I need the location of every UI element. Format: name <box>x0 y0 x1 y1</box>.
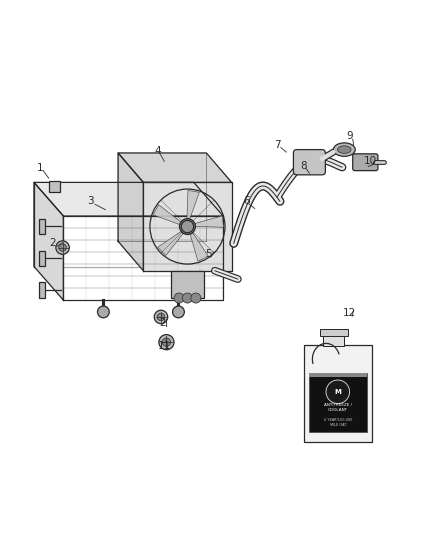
Text: 4: 4 <box>155 146 161 156</box>
Circle shape <box>182 293 193 303</box>
Text: 5 YEAR/150,000
MILE OAT: 5 YEAR/150,000 MILE OAT <box>324 418 352 426</box>
Text: 2: 2 <box>49 238 56 248</box>
Polygon shape <box>158 232 183 255</box>
Circle shape <box>159 335 174 350</box>
Circle shape <box>154 310 168 324</box>
Text: 2: 2 <box>159 318 166 328</box>
Polygon shape <box>34 182 64 300</box>
Polygon shape <box>195 216 224 227</box>
Bar <box>308 373 367 432</box>
Circle shape <box>180 219 195 235</box>
Text: M: M <box>334 389 341 395</box>
Polygon shape <box>34 182 223 216</box>
Text: 11: 11 <box>158 342 171 351</box>
Bar <box>39 219 45 233</box>
Bar <box>39 282 45 297</box>
Text: 3: 3 <box>88 196 94 206</box>
Circle shape <box>59 244 67 252</box>
FancyBboxPatch shape <box>353 154 378 171</box>
Circle shape <box>173 306 184 318</box>
Circle shape <box>191 293 201 303</box>
Text: 1: 1 <box>37 163 44 173</box>
Circle shape <box>174 293 184 303</box>
Text: 7: 7 <box>275 140 281 150</box>
Polygon shape <box>153 205 180 224</box>
FancyBboxPatch shape <box>49 181 60 192</box>
Bar <box>320 329 348 336</box>
Polygon shape <box>190 233 208 261</box>
Circle shape <box>157 313 165 321</box>
Polygon shape <box>118 153 143 271</box>
FancyBboxPatch shape <box>304 345 371 442</box>
Bar <box>308 373 367 377</box>
Text: 5: 5 <box>205 249 212 259</box>
Bar <box>171 271 204 298</box>
Text: 12: 12 <box>343 308 356 318</box>
Circle shape <box>98 306 109 318</box>
Text: 10: 10 <box>364 156 377 166</box>
Ellipse shape <box>333 143 355 156</box>
Polygon shape <box>143 182 232 271</box>
Bar <box>323 335 344 346</box>
Text: 9: 9 <box>346 131 353 141</box>
FancyBboxPatch shape <box>293 150 325 175</box>
Circle shape <box>326 380 350 403</box>
Bar <box>39 251 45 265</box>
Circle shape <box>162 338 171 346</box>
Text: 6: 6 <box>243 196 250 206</box>
Ellipse shape <box>338 146 351 154</box>
Circle shape <box>56 241 69 254</box>
Text: ANTIFREEZE /
COOLANT: ANTIFREEZE / COOLANT <box>324 403 352 413</box>
Circle shape <box>181 220 194 233</box>
Polygon shape <box>118 153 232 182</box>
Polygon shape <box>187 190 199 219</box>
Text: 8: 8 <box>300 160 307 171</box>
